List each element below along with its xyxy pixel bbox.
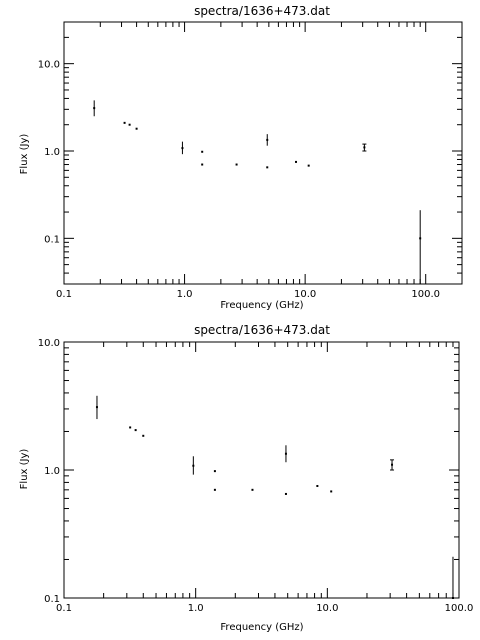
x-axis-label: Frequency (GHz) <box>220 300 303 311</box>
data-point <box>391 463 394 466</box>
data-point <box>330 490 333 493</box>
y-tick-label: 0.1 <box>44 594 60 605</box>
x-tick-label: 0.1 <box>56 289 72 300</box>
y-tick-label: 1.0 <box>44 466 60 477</box>
chart-top: spectra/1636+473.dat Frequency (GHz) Flu… <box>19 4 463 311</box>
data-point <box>363 146 366 149</box>
data-point <box>95 406 98 409</box>
data-point <box>266 138 269 141</box>
data-point <box>128 123 131 126</box>
data-point <box>123 121 126 124</box>
data-point <box>192 464 195 467</box>
data-point <box>201 163 204 166</box>
x-axis-label: Frequency (GHz) <box>220 622 303 633</box>
data-point <box>419 237 422 240</box>
data-point <box>295 160 298 163</box>
plot-frame <box>63 341 460 599</box>
data-point <box>135 127 138 130</box>
y-axis-label: Flux (Jy) <box>19 134 30 175</box>
data-point <box>235 163 238 166</box>
data-point <box>307 164 310 167</box>
data-point <box>129 426 132 429</box>
y-axis-label: Flux (Jy) <box>19 449 30 490</box>
data-point <box>451 597 454 599</box>
x-tick-label: 10.0 <box>294 289 316 300</box>
x-tick-label: 1.0 <box>188 603 204 614</box>
plot-frame <box>63 21 463 285</box>
data-point <box>251 488 254 491</box>
chart-bottom: spectra/1636+473.dat Frequency (GHz) Flu… <box>19 323 473 633</box>
data-point <box>213 488 216 491</box>
x-tick-label: 100.0 <box>445 603 474 614</box>
y-tick-label: 0.1 <box>44 234 60 245</box>
data-point <box>284 492 287 495</box>
data-point <box>134 429 137 432</box>
data-point <box>142 434 145 437</box>
data-point <box>201 150 204 153</box>
data-point <box>316 484 319 487</box>
y-tick-label: 10.0 <box>38 338 60 349</box>
x-tick-label: 100.0 <box>411 289 440 300</box>
x-tick-label: 0.1 <box>56 603 72 614</box>
data-point <box>93 107 96 110</box>
x-tick-label: 10.0 <box>316 603 338 614</box>
data-point <box>284 452 287 455</box>
data-point <box>181 147 184 150</box>
y-tick-label: 1.0 <box>44 147 60 158</box>
data-point <box>266 166 269 169</box>
chart-title: spectra/1636+473.dat <box>194 4 330 18</box>
x-tick-label: 1.0 <box>177 289 193 300</box>
y-tick-label: 10.0 <box>38 60 60 71</box>
chart-title: spectra/1636+473.dat <box>194 323 330 337</box>
data-point <box>213 470 216 473</box>
